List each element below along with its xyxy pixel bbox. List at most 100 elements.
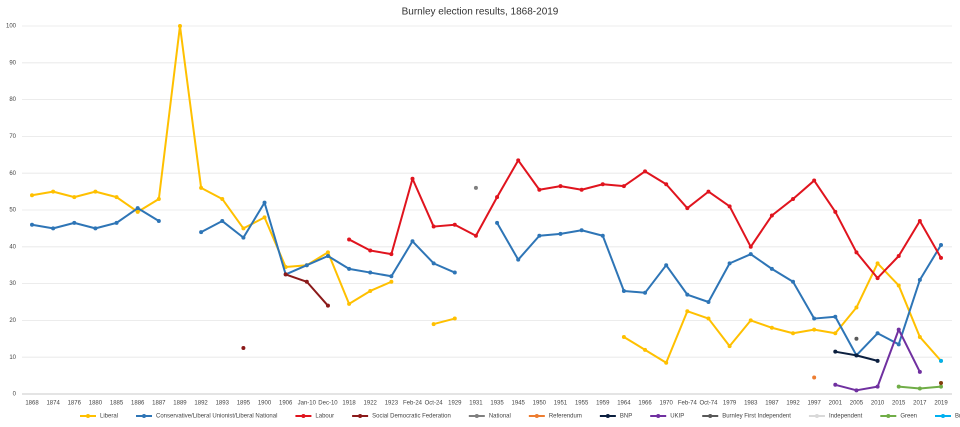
data-point [917, 219, 922, 224]
data-point [114, 195, 119, 200]
data-point [220, 196, 225, 201]
x-tick-label: 2001 [829, 401, 843, 407]
data-point [30, 222, 34, 227]
data-point [917, 334, 922, 339]
data-point [769, 213, 774, 218]
x-tick-label: Jan-10 [298, 401, 317, 407]
y-tick-label: 80 [9, 97, 16, 103]
data-point [664, 182, 669, 187]
data-point [791, 279, 796, 284]
x-tick-label: 1951 [554, 401, 568, 407]
data-point [812, 178, 817, 183]
data-point [833, 331, 838, 336]
data-point [706, 300, 711, 304]
x-tick-label: Oct-24 [425, 401, 444, 407]
series-line [348, 159, 942, 280]
data-point [939, 242, 943, 247]
series-line [31, 201, 942, 357]
data-point [558, 184, 563, 189]
x-tick-label: 1887 [152, 401, 166, 407]
legend-label: Conservative/Liberal Unionist/Liberal Na… [156, 414, 277, 420]
data-point [579, 187, 584, 192]
data-point [939, 384, 943, 389]
data-point [875, 384, 880, 389]
data-point [368, 288, 373, 293]
y-tick-label: 90 [9, 60, 16, 66]
data-point [347, 266, 352, 271]
data-point [833, 314, 838, 319]
x-tick-label: 2015 [892, 401, 906, 407]
data-point [643, 347, 648, 352]
data-point [875, 261, 880, 266]
x-tick-label: 1987 [765, 401, 779, 407]
data-point [325, 250, 330, 255]
data-point [72, 195, 77, 200]
data-point [727, 344, 732, 349]
data-point [325, 254, 330, 258]
data-point [621, 288, 626, 293]
x-tick-label: 1935 [490, 401, 504, 407]
x-tick-label: 1874 [46, 401, 60, 407]
data-point [495, 220, 500, 225]
x-tick-label: Feb-24 [403, 401, 423, 407]
data-point [220, 219, 225, 224]
legend-marker [708, 414, 713, 418]
data-point [51, 226, 56, 231]
data-point [516, 158, 521, 163]
x-tick-label: 1979 [723, 401, 737, 407]
legend-label: Independent [829, 414, 863, 420]
x-tick-label: 1929 [448, 401, 462, 407]
legend-label: Social Democratic Federation [372, 414, 451, 420]
data-point [939, 255, 943, 260]
data-point [939, 358, 943, 363]
legend-label: Labour [315, 414, 334, 420]
data-point [516, 257, 521, 262]
x-tick-label: 1997 [807, 401, 821, 407]
data-point [537, 233, 542, 238]
legend-label: Green [900, 414, 917, 420]
legend-marker [886, 414, 891, 418]
y-tick-label: 40 [9, 244, 16, 250]
legend-marker [656, 414, 661, 418]
data-point [431, 224, 436, 229]
data-point [917, 277, 922, 282]
data-point [30, 193, 34, 198]
legend-marker [814, 414, 819, 418]
data-point [769, 325, 774, 330]
data-point [452, 222, 457, 227]
data-point [896, 342, 901, 347]
data-point [283, 272, 288, 277]
data-point [473, 185, 478, 190]
legend-marker [605, 414, 610, 418]
data-point [347, 301, 352, 306]
legend-label: Brexit [955, 414, 960, 420]
legend-marker [474, 414, 479, 418]
data-point [156, 219, 161, 224]
x-tick-label: 2010 [871, 401, 885, 407]
data-point [896, 327, 901, 332]
data-point [389, 252, 394, 257]
x-tick-label: 1889 [173, 401, 187, 407]
y-tick-label: 20 [9, 318, 16, 324]
x-tick-label: 1964 [617, 401, 631, 407]
data-point [896, 384, 901, 389]
y-tick-label: 0 [13, 392, 17, 398]
data-point [199, 185, 204, 190]
x-tick-label: 1922 [364, 401, 378, 407]
legend-marker [301, 414, 306, 418]
data-point [241, 346, 246, 350]
x-tick-label: 1900 [258, 401, 272, 407]
data-point [875, 276, 880, 281]
y-tick-label: 100 [6, 24, 17, 30]
data-point [431, 322, 436, 327]
x-tick-label: 1892 [194, 401, 208, 407]
x-tick-label: Feb-74 [678, 401, 698, 407]
x-tick-label: 1885 [110, 401, 124, 407]
data-point [579, 228, 584, 233]
data-point [854, 305, 859, 310]
data-point [558, 231, 563, 236]
data-point [114, 220, 119, 225]
data-point [600, 233, 605, 238]
data-point [812, 327, 817, 332]
